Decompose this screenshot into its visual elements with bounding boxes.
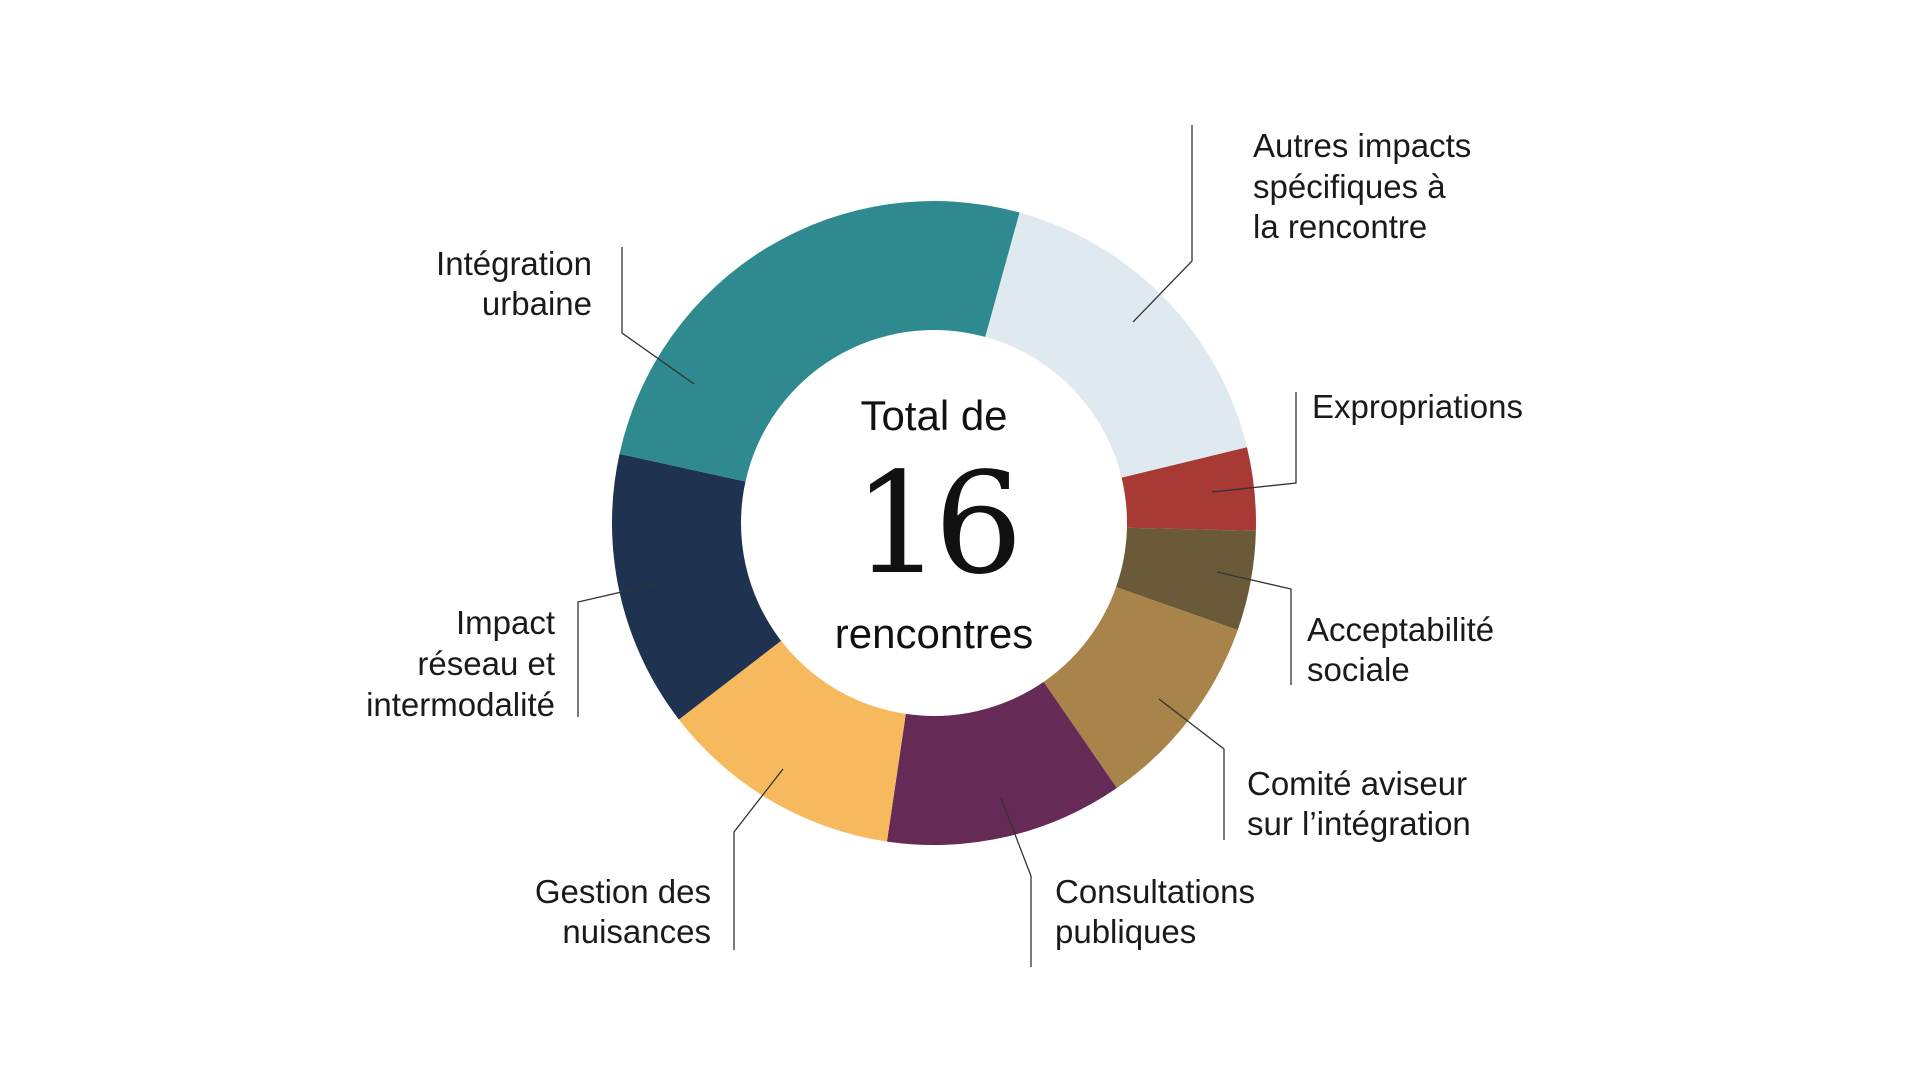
slice-label-6: Impact réseau et intermodalité — [366, 604, 555, 723]
slice-label-5: Gestion des nuisances — [535, 873, 711, 950]
slice-0 — [985, 212, 1247, 478]
slice-5 — [678, 640, 906, 842]
leader-line-3 — [1158, 698, 1225, 840]
slice-4 — [886, 681, 1117, 845]
slice-label-7: Intégration urbaine — [436, 245, 592, 322]
leader-line-4 — [1000, 797, 1032, 967]
center-title: Total de — [860, 392, 1007, 439]
leader-lines — [577, 125, 1297, 967]
slice-3 — [1043, 587, 1238, 789]
leader-line-1 — [1211, 392, 1297, 493]
slice-2 — [1116, 527, 1256, 630]
slice-label-4: Consultations publiques — [1055, 873, 1255, 950]
leader-line-6 — [577, 582, 662, 717]
slice-1 — [1121, 447, 1257, 531]
leader-line-0 — [1132, 125, 1193, 323]
slice-label-1: Expropriations — [1312, 388, 1523, 425]
slice-label-0: Autres impacts spécifiques à la rencontre — [1253, 127, 1471, 245]
center-subtitle: rencontres — [835, 610, 1033, 657]
center-value: 16 — [853, 443, 1015, 606]
slice-labels: Autres impacts spécifiques à la rencontre E… — [366, 127, 1523, 950]
leader-line-5 — [733, 768, 784, 950]
slice-7 — [619, 201, 1020, 482]
leader-line-2 — [1216, 571, 1292, 685]
slice-label-2: Acceptabilité sociale — [1307, 611, 1494, 688]
slices — [612, 201, 1257, 845]
slice-label-3: Comité aviseur sur l’intégration — [1247, 765, 1471, 842]
leader-line-7 — [621, 247, 695, 385]
slice-6 — [612, 453, 782, 720]
